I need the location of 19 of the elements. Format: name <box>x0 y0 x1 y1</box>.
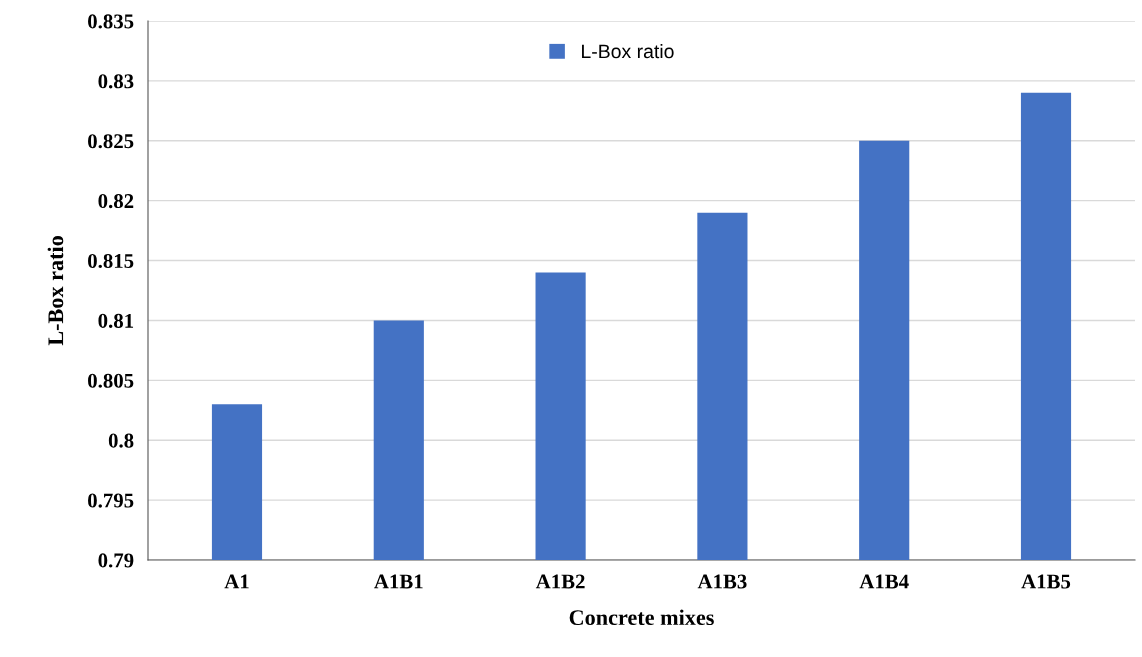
y-tick-label: 0.835 <box>88 14 134 29</box>
x-tick-label: A1B5 <box>1021 574 1071 589</box>
y-tick-label: 0.825 <box>88 134 134 149</box>
x-tick-label: A1B2 <box>535 574 585 589</box>
y-tick-label: 0.82 <box>98 194 134 209</box>
legend-label: L-Box ratio <box>582 43 674 59</box>
y-axis-title: L-Box ratio <box>47 236 64 346</box>
y-tick-label: 0.83 <box>98 74 134 89</box>
x-tick-label: A1B1 <box>374 574 423 589</box>
x-tick-label: A1 <box>224 574 249 589</box>
y-tick-label: 0.8 <box>108 433 134 448</box>
x-tick-label: A1B4 <box>859 574 909 589</box>
y-tick-label: 0.815 <box>88 253 134 269</box>
x-tick-label: A1B3 <box>697 574 747 589</box>
y-tick-label: 0.795 <box>88 493 134 508</box>
y-tick-label: 0.805 <box>88 373 134 388</box>
y-tick-label: 0.81 <box>98 313 134 328</box>
y-tick-label: 0.79 <box>98 553 134 568</box>
x-axis-title: Concrete mixes <box>569 609 714 626</box>
